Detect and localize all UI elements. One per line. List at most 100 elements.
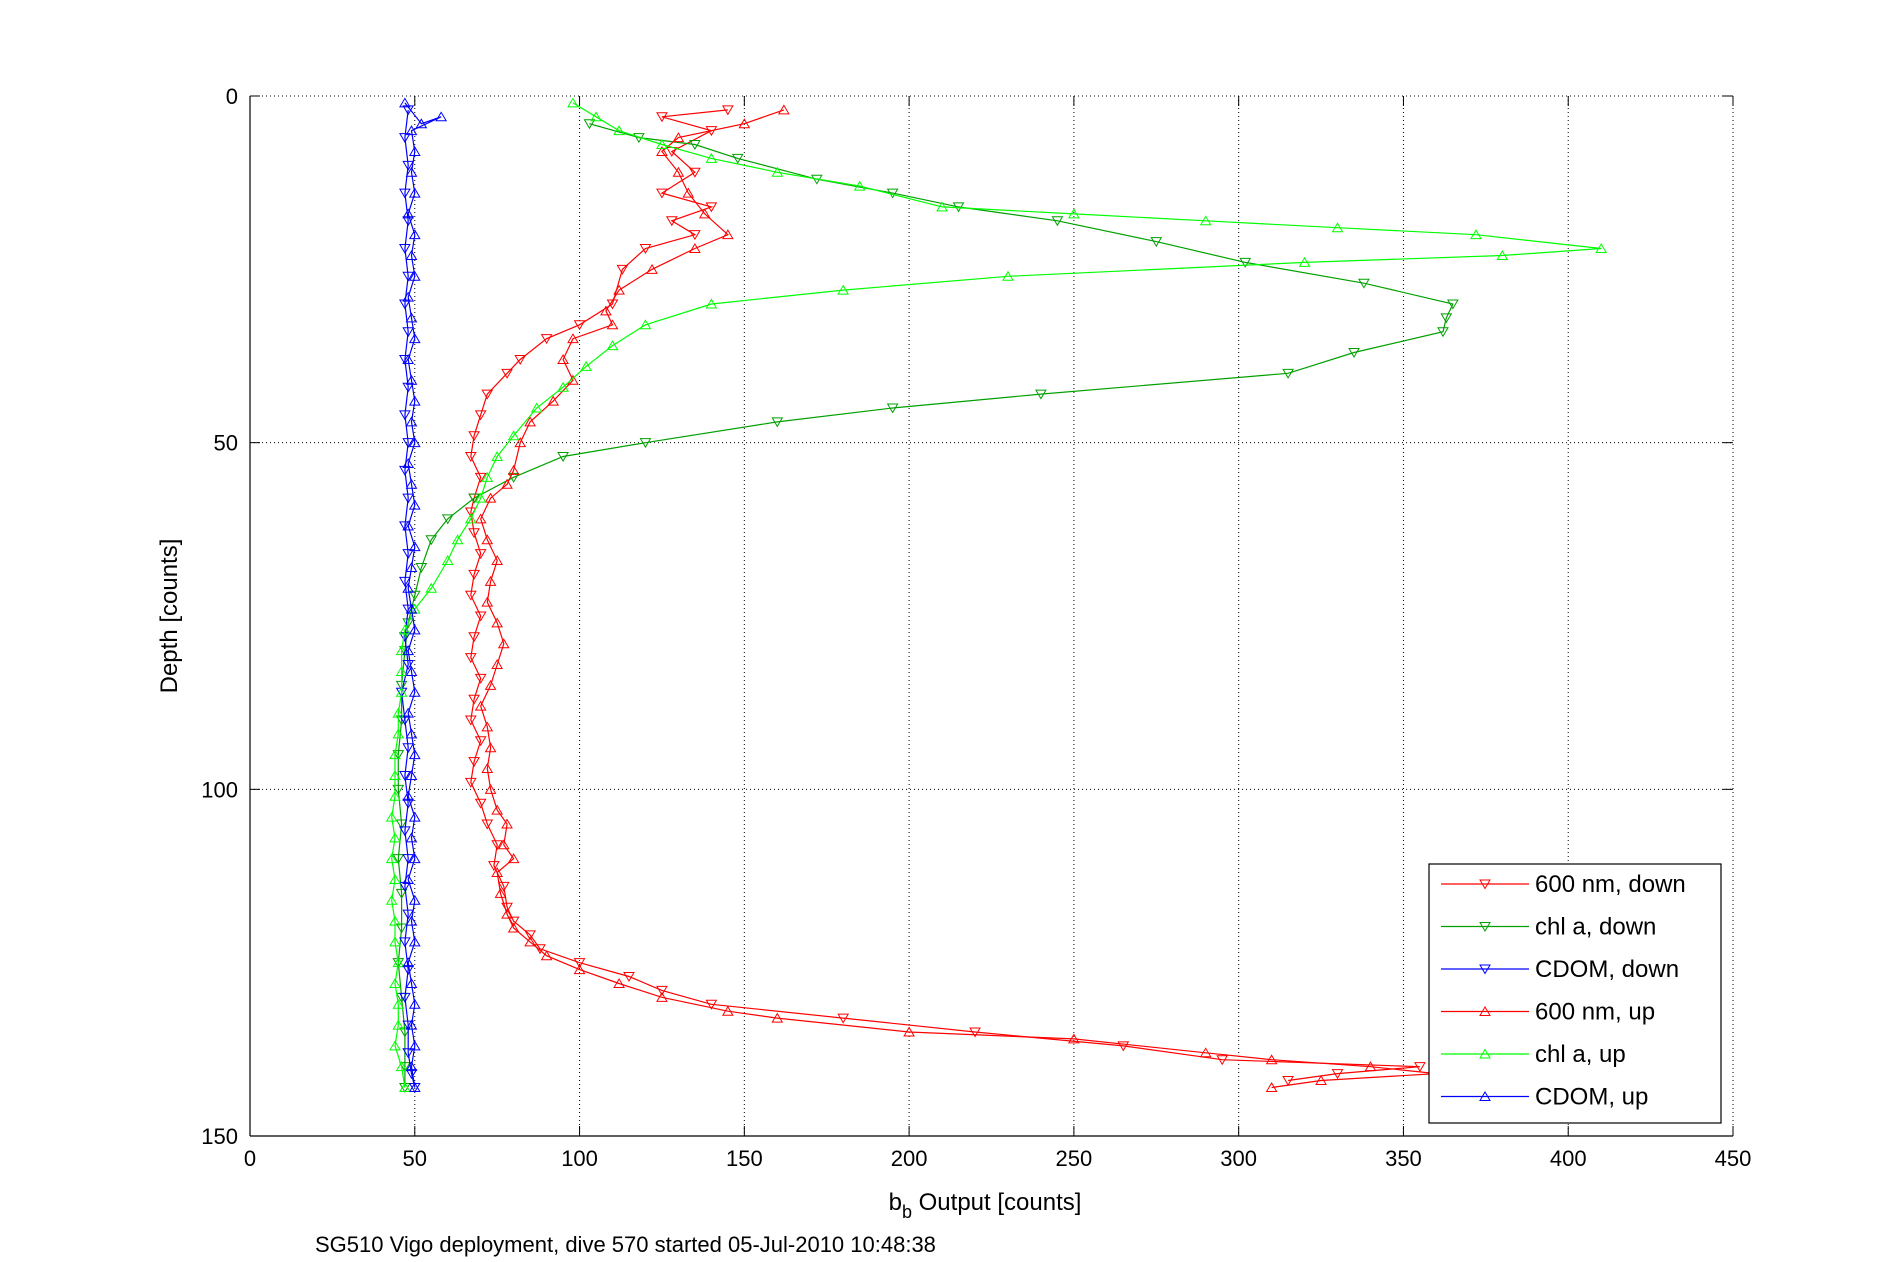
data-point-marker [405,977,418,988]
data-point-marker [399,715,411,726]
data-point-marker [408,270,421,281]
data-point-marker [491,555,504,566]
data-point-marker [405,166,418,177]
data-point-marker [468,569,480,580]
data-point-marker [1282,1076,1294,1087]
data-point-marker [392,957,405,968]
data-point-marker [567,333,579,344]
data-point-marker [399,354,411,365]
data-point-marker [665,216,678,227]
data-point-marker [402,707,415,718]
data-point-marker [402,909,415,920]
data-point-marker [1331,222,1344,233]
data-point-marker [402,645,415,656]
data-point-marker [395,923,408,934]
data-point-marker [468,757,480,768]
data-point-marker [497,881,510,892]
legend-entry: 600 nm, down [1441,871,1686,898]
data-point-marker [656,985,668,996]
data-point-marker [408,229,421,240]
series-0 [464,105,1426,1087]
y-tick-label: 50 [214,431,238,456]
data-point-marker [1002,270,1014,281]
data-point-marker [415,118,428,129]
data-point-marker [613,125,625,136]
data-point-marker [484,575,497,586]
data-point-marker [408,437,421,448]
x-axis-label-main: b [889,1189,902,1216]
x-tick-label: 250 [1056,1146,1093,1171]
data-point-marker [491,659,504,670]
data-point-marker [514,354,527,365]
series-line [480,109,1437,1089]
data-point-marker [682,187,695,198]
data-point-marker [405,603,418,614]
data-point-marker [399,646,411,657]
data-point-marker [408,499,421,510]
data-point-marker [405,665,418,676]
data-point-marker [1068,208,1080,219]
data-point-marker [399,299,411,310]
data-point-marker [395,888,408,899]
data-point-marker [399,1027,411,1038]
data-point-marker [385,853,398,864]
grid-lines [250,95,1734,1136]
data-point-marker [639,244,652,255]
data-point-marker [402,327,415,338]
data-point-marker [408,1081,421,1092]
data-point-marker [557,353,569,364]
data-point-marker [705,999,718,1010]
data-point-marker [853,180,866,191]
data-point-marker [405,561,418,572]
legend-marker [1479,1006,1491,1016]
data-point-marker [402,493,415,504]
data-point-marker [689,230,701,241]
legend-entry: CDOM, down [1441,956,1679,983]
data-point-marker [385,894,398,905]
legend-label: 600 nm, up [1535,999,1655,1026]
data-point-marker [474,673,487,684]
data-point-marker [936,201,948,212]
data-point-marker [408,333,421,344]
legend-marker [1479,879,1491,890]
data-point-marker [402,1020,415,1031]
legend-marker [1479,964,1491,975]
data-point-marker [656,145,668,156]
data-point-marker [402,873,415,884]
data-point-marker [1447,299,1459,310]
data-point-marker [1199,1047,1212,1058]
legend-label: CDOM, down [1535,956,1679,983]
data-point-marker [474,611,487,622]
data-point-marker [405,374,418,385]
data-point-marker [705,152,718,163]
data-point-marker [1331,1069,1344,1080]
data-point-marker [464,715,477,726]
data-point-marker [389,873,401,884]
data-point-marker [405,125,418,136]
legend: 600 nm, down chl a, down CDOM, down 600 nm,… [1428,863,1722,1124]
data-point-marker [399,881,411,892]
data-point-marker [507,430,520,441]
data-point-marker [464,653,477,664]
data-point-marker [1265,1054,1278,1065]
data-point-marker [399,410,411,421]
data-point-marker [623,972,635,983]
data-point-marker [405,915,418,926]
data-point-marker [402,291,415,302]
data-point-marker [399,937,411,948]
data-point-marker [1150,237,1163,248]
data-point-marker [837,1013,850,1024]
data-point-marker [402,208,415,219]
data-point-marker [481,819,494,830]
data-point-marker [399,1062,411,1073]
data-point-marker [721,1005,734,1016]
data-point-marker [468,694,480,705]
data-point-marker [474,700,487,711]
data-point-marker [392,1019,405,1030]
data-point-marker [408,749,421,760]
data-point-marker [590,111,602,122]
data-point-marker [399,521,411,532]
data-point-marker [399,624,411,635]
legend-marker [1479,922,1491,932]
figure-caption: SG510 Vigo deployment, dive 570 started … [315,1232,936,1257]
